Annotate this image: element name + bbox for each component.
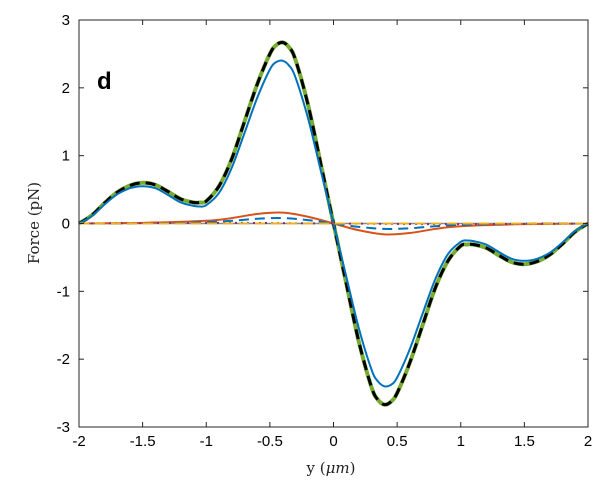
x-tick-label: -1.5	[130, 433, 156, 450]
series-line-4	[78, 211, 589, 236]
x-axis-label-text: y	[306, 459, 316, 477]
x-axis-label-unit: μm	[326, 459, 350, 477]
x-tick-label: 1.5	[514, 433, 535, 450]
x-tick-label: 0.5	[387, 433, 408, 450]
y-tick-label: -1	[57, 283, 70, 300]
x-tick-label: -2	[72, 433, 85, 450]
x-tick-label: -1	[200, 433, 213, 450]
y-axis-label: Force (pN)	[25, 182, 43, 264]
x-axis-label: y (μm)	[306, 459, 356, 477]
series-layer	[77, 40, 590, 407]
y-tick-label: 0	[62, 216, 70, 233]
y-tick-label: 1	[62, 148, 70, 165]
x-tick-label: 2	[584, 433, 592, 450]
panel-label: d	[97, 68, 112, 95]
x-tick-label: 0	[329, 433, 337, 450]
series-line-5	[78, 217, 589, 230]
x-tick-label: -0.5	[257, 433, 283, 450]
y-tick-label: -3	[57, 419, 70, 436]
x-axis-label-open: (	[320, 459, 326, 477]
x-axis-label-close: )	[350, 459, 356, 477]
y-tick-label: 2	[62, 80, 70, 97]
x-tick-label: 1	[457, 433, 465, 450]
y-tick-label: 3	[62, 12, 70, 29]
y-tick-label: -2	[57, 351, 70, 368]
